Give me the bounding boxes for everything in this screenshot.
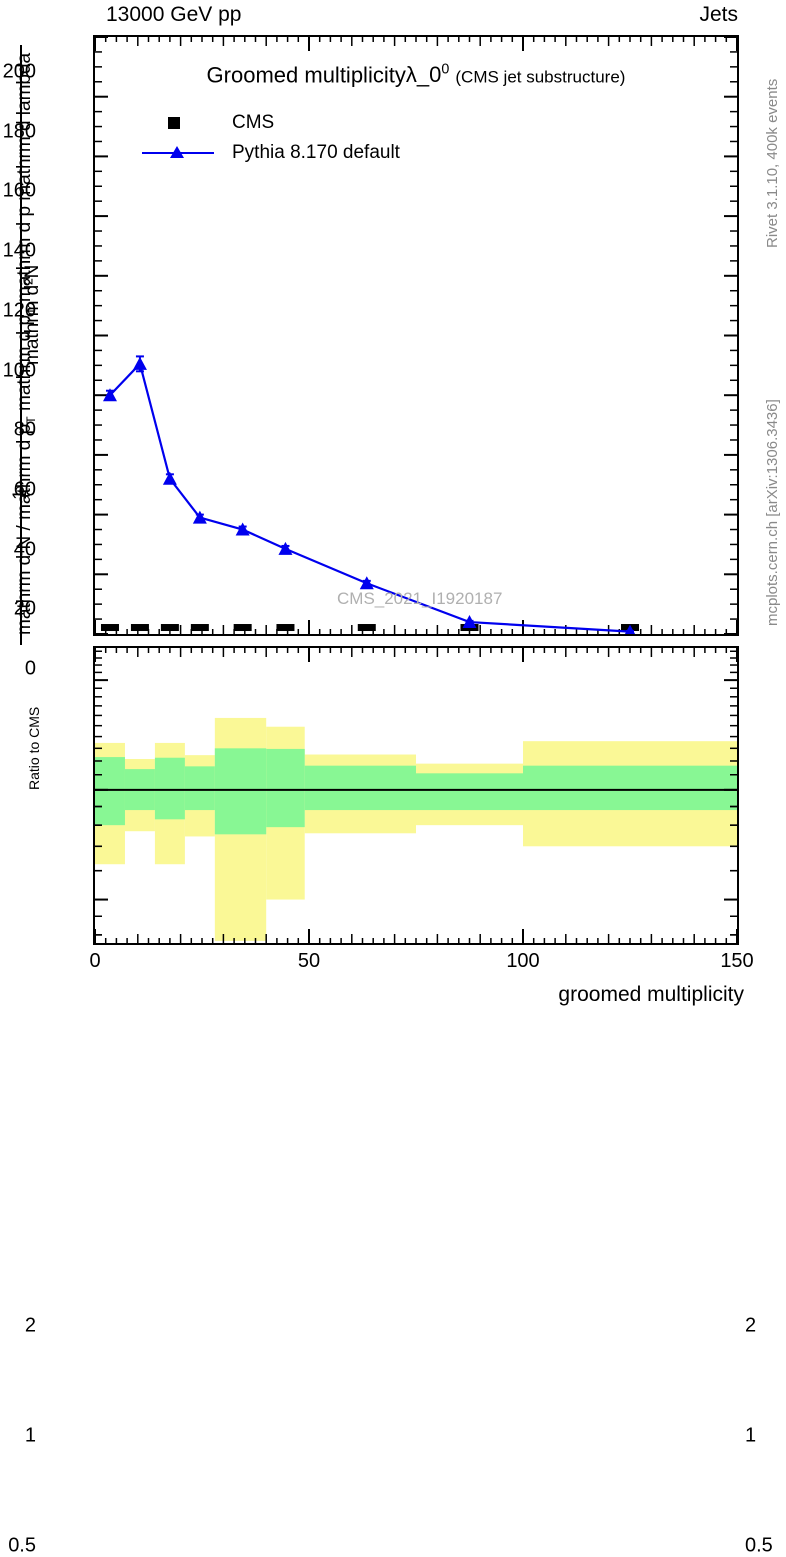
legend-label-cms: CMS (232, 112, 275, 133)
header-right-label: Jets (699, 3, 738, 26)
y-axis-caption: mathrm d²N 1 mathrm d N / mathrm d pT ma… (0, 35, 43, 645)
x-tick-labels: 0 50 100 150 (0, 950, 786, 980)
title-lambda: λ_00 (406, 62, 449, 87)
legend-item-cms[interactable]: CMS (138, 108, 400, 138)
title-lambda-sup: 0 (441, 62, 450, 78)
x-tick-label: 50 (297, 950, 321, 972)
ratio-y-tick-label-right: 0.5 (745, 1534, 773, 1557)
ratio-y-tick-label: 1 (24, 1424, 36, 1447)
y-tick-label: 20 (13, 597, 36, 620)
ratio-y-axis-caption: Ratio to CMS (26, 706, 42, 790)
y-tick-label: 40 (13, 538, 36, 561)
ratio-plot-area (93, 646, 739, 945)
ratio-y-tick-label: 0.5 (8, 1534, 36, 1557)
legend-label-pythia: Pythia 8.170 default (232, 142, 400, 163)
plot-title: Groomed multiplicityλ_00 (CMS jet substr… (96, 62, 736, 88)
legend-key-pythia (138, 138, 222, 168)
title-main: Groomed multiplicity (206, 62, 406, 88)
title-lambda-text: λ_0 (405, 62, 442, 88)
fraction-bar (20, 45, 22, 645)
y-tick-label: 140 (2, 239, 36, 262)
x-tick-label: 150 (720, 950, 754, 972)
triangle-up-icon (170, 146, 184, 158)
y-tick-label: 120 (2, 299, 36, 322)
y-tick-label: 180 (2, 120, 36, 143)
main-y-tick-labels: 0 20 40 60 80 100 120 140 160 180 200 (0, 35, 88, 680)
y-tick-label: 0 (24, 657, 36, 680)
y-tick-label: 100 (2, 359, 36, 381)
analysis-watermark: CMS_2021_I1920187 (337, 589, 503, 608)
legend-key-cms (138, 108, 222, 138)
y-tick-label: 160 (2, 179, 36, 202)
right-caption-rivet: Rivet 3.1.10, 400k events (764, 78, 781, 248)
ratio-y-tick-label-right: 1 (745, 1424, 757, 1447)
legend-item-pythia[interactable]: Pythia 8.170 default (138, 138, 400, 168)
ratio-y-tick-labels-right: 0.5 1 2 (745, 646, 786, 1556)
x-tick-label: 100 (506, 950, 540, 972)
right-caption-mcplots: mcplots.cern.ch [arXiv:1306.3436] (764, 399, 781, 626)
x-axis-caption: groomed multiplicity (558, 983, 744, 1006)
y-tick-label: 80 (13, 418, 36, 441)
title-suffix: (CMS jet substructure) (455, 67, 626, 87)
y-tick-label: 60 (13, 478, 36, 501)
legend: CMS Pythia 8.170 default (138, 108, 400, 168)
header-left-label: 13000 GeV pp (106, 3, 242, 26)
filled-square-icon (168, 117, 180, 129)
y-tick-label: 200 (2, 60, 36, 83)
ratio-y-tick-label-right: 2 (745, 1314, 757, 1337)
ratio-y-tick-labels: 0.5 1 2 (0, 646, 88, 1556)
main-plot-area (93, 35, 739, 636)
x-tick-label: 0 (89, 950, 101, 972)
ratio-y-tick-label: 2 (24, 1314, 36, 1337)
